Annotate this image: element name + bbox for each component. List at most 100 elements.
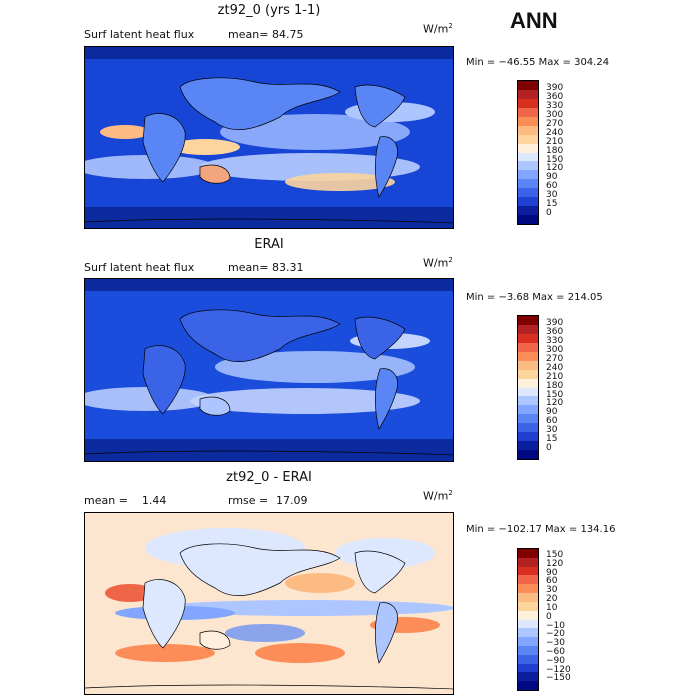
colorbar-swatch: [518, 681, 538, 690]
panel-obs-map: [84, 278, 454, 462]
colorbar-tick-label: 330: [546, 335, 564, 346]
colorbar-swatch: [518, 566, 538, 576]
colorbar-swatch: [518, 575, 538, 585]
colorbar-swatch: [518, 179, 538, 189]
colorbar-swatch: [518, 324, 538, 334]
panel-model-mean-label: mean=: [228, 28, 269, 41]
colorbar-tick-label: 360: [546, 326, 564, 337]
panel-obs-mean-value: 83.31: [272, 261, 304, 274]
colorbar-tick-label: 90: [546, 567, 558, 578]
colorbar-tick-label: 240: [546, 362, 564, 373]
colorbar-tick-label: 120: [546, 398, 564, 409]
colorbar-swatch: [518, 369, 538, 379]
colorbar-swatch: [518, 107, 538, 117]
panel-obs-colorbar-ticks: 390 360 330 300 270 240 210 180 150 120 90 60 30 15 0: [546, 319, 563, 453]
colorbar-swatch: [518, 628, 538, 638]
colorbar-swatch: [518, 672, 538, 682]
panel-diff-rmse-label: rmse =: [228, 494, 269, 507]
colorbar-swatch: [518, 81, 538, 90]
panel-diff-units: W/m2: [423, 489, 453, 503]
panel-diff-colorbar-ticks: 150 120 90 60 30 20 10 0 −10 −20 −30 −60 −90 −120 −150: [546, 551, 571, 683]
panel-diff-mean-label: mean = 1.44: [84, 494, 167, 507]
colorbar-tick-label: 240: [546, 127, 564, 138]
colorbar-swatch: [518, 188, 538, 198]
colorbar-swatch: [518, 333, 538, 343]
colorbar-swatch: [518, 387, 538, 397]
colorbar-swatch: [518, 89, 538, 99]
panel-obs-colorbar: [517, 315, 539, 460]
panel-obs-minmax: Min = −3.68 Max = 214.05: [466, 292, 603, 303]
panel-model-units: W/m2: [423, 22, 453, 36]
colorbar-tick-label: 120: [546, 558, 564, 569]
colorbar-tick-label: 10: [546, 602, 558, 613]
colorbar-swatch: [518, 215, 538, 224]
panel-model-minmax: Min = −46.55 Max = 304.24: [466, 57, 610, 68]
panel-obs-title: ERAI: [254, 237, 284, 252]
colorbar-swatch: [518, 637, 538, 646]
colorbar-tick-label: −20: [546, 629, 565, 640]
colorbar-tick-label: 360: [546, 91, 564, 102]
colorbar-tick-label: 210: [546, 371, 564, 382]
colorbar-swatch: [518, 423, 538, 433]
colorbar-tick-label: −30: [546, 638, 565, 649]
colorbar-tick-label: 0: [546, 208, 552, 219]
colorbar-swatch: [518, 316, 538, 325]
panel-model-map: [84, 46, 454, 229]
panel-obs-mean-label: mean=: [228, 261, 269, 274]
colorbar-tick-label: 30: [546, 190, 558, 201]
colorbar-tick-label: 15: [546, 434, 558, 445]
colorbar-swatch: [518, 152, 538, 162]
panel-diff-rmse-value: 17.09: [276, 494, 308, 507]
colorbar-tick-label: 150: [546, 550, 564, 560]
colorbar-tick-label: 150: [546, 389, 564, 400]
colorbar-tick-label: −90: [546, 655, 565, 666]
colorbar-swatch: [518, 396, 538, 406]
season-title: ANN: [510, 8, 558, 33]
colorbar-swatch: [518, 116, 538, 126]
colorbar-swatch: [518, 206, 538, 216]
colorbar-tick-label: 15: [546, 199, 558, 210]
colorbar-swatch: [518, 143, 538, 153]
panel-obs-units: W/m2: [423, 256, 453, 270]
colorbar-swatch: [518, 378, 538, 388]
colorbar-swatch: [518, 170, 538, 180]
colorbar-tick-label: −60: [546, 646, 565, 657]
panel-model-title: zt92_0 (yrs 1-1): [217, 3, 321, 18]
colorbar-swatch: [518, 432, 538, 442]
colorbar-tick-label: 90: [546, 407, 558, 418]
colorbar-tick-label: 20: [546, 594, 558, 605]
colorbar-tick-label: 390: [546, 318, 564, 328]
colorbar-tick-label: 60: [546, 181, 558, 192]
colorbar-tick-label: 300: [546, 344, 564, 355]
colorbar-tick-label: 210: [546, 136, 564, 147]
colorbar-swatch: [518, 360, 538, 370]
colorbar-swatch: [518, 549, 538, 558]
panel-obs-variable-label: Surf latent heat flux: [84, 261, 195, 274]
colorbar-swatch: [518, 197, 538, 207]
colorbar-swatch: [518, 584, 538, 594]
colorbar-tick-label: 150: [546, 154, 564, 165]
colorbar-swatch: [518, 342, 538, 352]
panel-diff-colorbar: [517, 548, 539, 691]
colorbar-swatch: [518, 351, 538, 361]
colorbar-tick-label: 90: [546, 172, 558, 183]
colorbar-swatch: [518, 663, 538, 673]
colorbar-tick-label: 390: [546, 83, 564, 93]
colorbar-swatch: [518, 619, 538, 629]
colorbar-tick-label: 330: [546, 100, 564, 111]
colorbar-swatch: [518, 134, 538, 144]
colorbar-tick-label: 60: [546, 576, 558, 587]
panel-diff-minmax: Min = −102.17 Max = 134.16: [466, 524, 616, 535]
colorbar-swatch: [518, 645, 538, 655]
colorbar-swatch: [518, 610, 538, 620]
colorbar-tick-label: 120: [546, 163, 564, 174]
colorbar-tick-label: 270: [546, 353, 564, 364]
colorbar-swatch: [518, 593, 538, 602]
colorbar-tick-label: 30: [546, 425, 558, 436]
colorbar-tick-label: 60: [546, 416, 558, 427]
panel-model-colorbar-ticks: 390 360 330 300 270 240 210 180 150 120 90 60 30 15 0: [546, 84, 563, 218]
colorbar-swatch: [518, 450, 538, 459]
panel-diff-map: [84, 512, 454, 695]
colorbar-swatch: [518, 441, 538, 451]
colorbar-swatch: [518, 654, 538, 664]
